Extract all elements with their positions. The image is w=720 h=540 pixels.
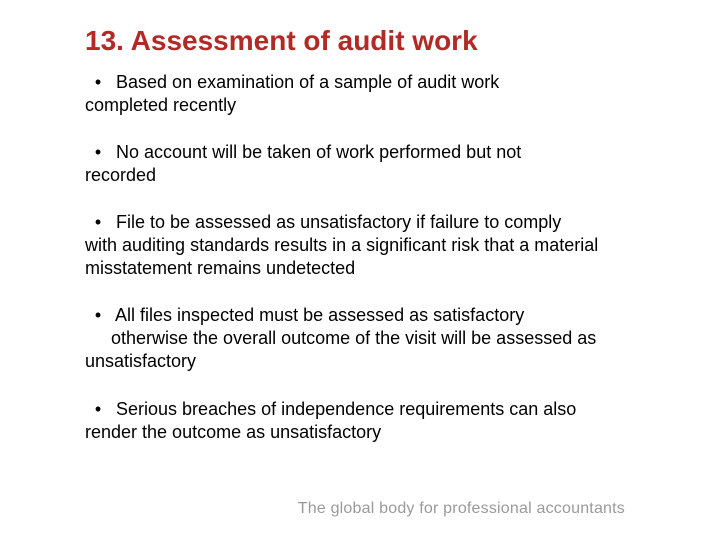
bullet-text-cont: with auditing standards results in a sig… xyxy=(85,234,635,280)
bullet-item: • Serious breaches of independence requi… xyxy=(85,398,635,444)
bullet-marker-icon: • xyxy=(85,141,111,164)
bullet-item: • File to be assessed as unsatisfactory … xyxy=(85,211,635,280)
footer-tagline: The global body for professional account… xyxy=(298,500,625,518)
bullet-marker-icon: • xyxy=(85,211,111,234)
bullet-item: • Based on examination of a sample of au… xyxy=(85,71,635,117)
bullet-marker-icon: • xyxy=(85,304,111,327)
bullet-text: All files inspected must be assessed as … xyxy=(115,305,524,325)
bullet-marker-icon: • xyxy=(85,71,111,94)
bullet-item: • All files inspected must be assessed a… xyxy=(85,304,635,373)
bullet-text-cont: render the outcome as unsatisfactory xyxy=(85,421,635,444)
bullet-text: Based on examination of a sample of audi… xyxy=(116,72,499,92)
slide: 13. Assessment of audit work • Based on … xyxy=(0,0,720,540)
bullet-item: • No account will be taken of work perfo… xyxy=(85,141,635,187)
bullet-text: File to be assessed as unsatisfactory if… xyxy=(116,212,561,232)
bullet-text-cont: recorded xyxy=(85,164,635,187)
bullet-list: • Based on examination of a sample of au… xyxy=(85,71,635,443)
bullet-text-cont: otherwise the overall outcome of the vis… xyxy=(85,327,635,373)
bullet-text: No account will be taken of work perform… xyxy=(116,142,521,162)
slide-title: 13. Assessment of audit work xyxy=(85,25,635,57)
bullet-text-cont: completed recently xyxy=(85,94,635,117)
bullet-marker-icon: • xyxy=(85,398,111,421)
bullet-text: Serious breaches of independence require… xyxy=(116,399,576,419)
